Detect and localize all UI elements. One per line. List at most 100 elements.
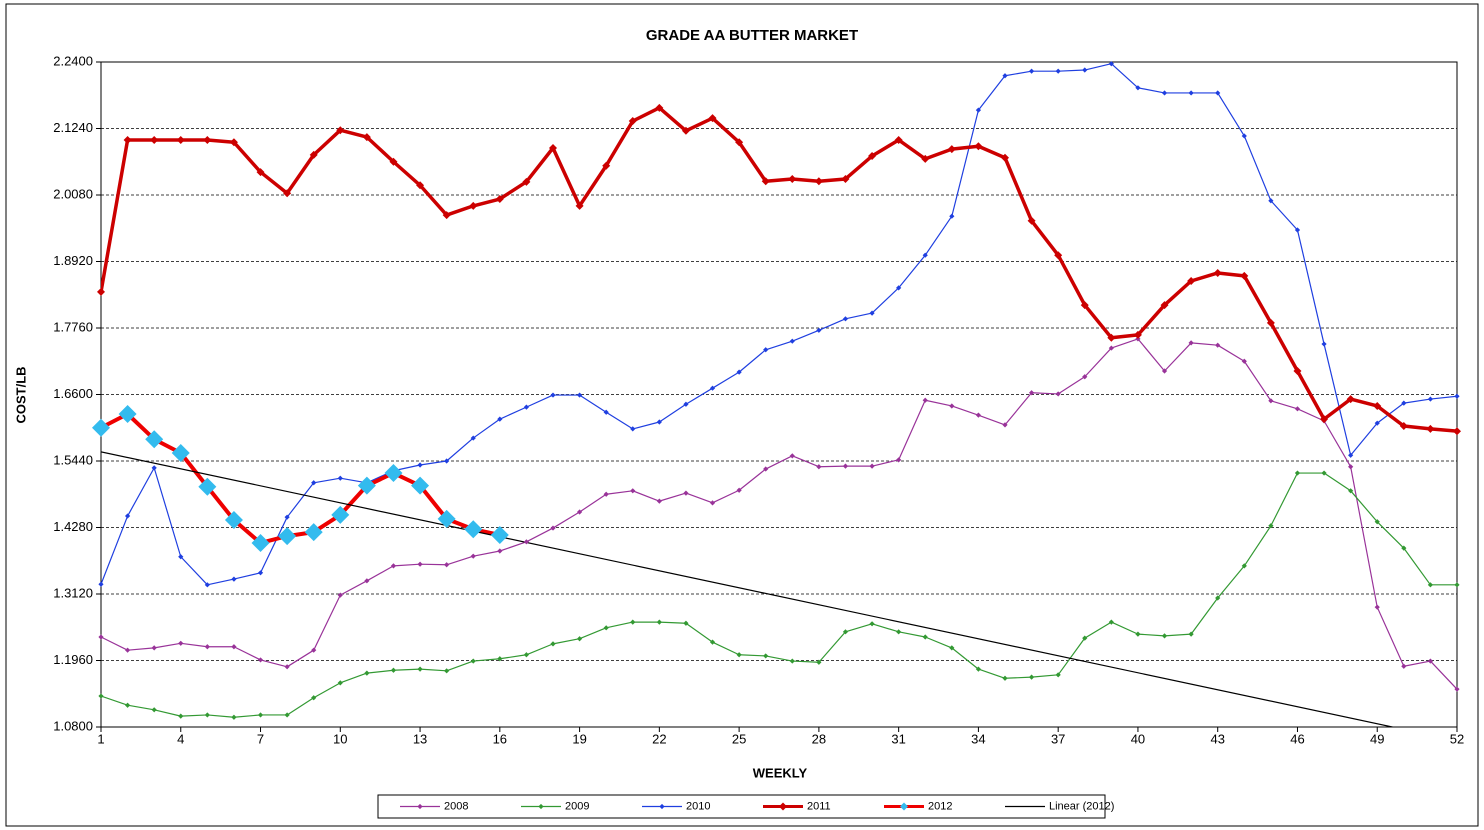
point bbox=[417, 666, 423, 672]
point bbox=[1401, 663, 1407, 669]
x-tick-label: 16 bbox=[493, 731, 507, 746]
x-tick-label: 4 bbox=[177, 731, 184, 746]
point bbox=[949, 403, 955, 409]
point bbox=[896, 629, 902, 635]
point bbox=[656, 498, 662, 504]
point bbox=[1135, 631, 1141, 637]
series-line bbox=[101, 106, 1457, 433]
legend: 2008 2009 2010 2011 2012 Linear (2012) bbox=[400, 800, 1114, 812]
point bbox=[1399, 422, 1408, 431]
point bbox=[1453, 427, 1461, 436]
y-tick-label: 1.5440 bbox=[53, 452, 93, 467]
point bbox=[464, 520, 483, 539]
point bbox=[364, 578, 370, 584]
point bbox=[337, 475, 343, 481]
y-tick-label: 2.2400 bbox=[53, 53, 93, 68]
point bbox=[284, 514, 290, 520]
point bbox=[1266, 318, 1275, 327]
point bbox=[709, 385, 716, 391]
x-tick-label: 19 bbox=[572, 731, 586, 746]
point bbox=[257, 712, 264, 718]
point bbox=[257, 570, 264, 576]
x-tick-label: 31 bbox=[891, 731, 905, 746]
point bbox=[523, 404, 530, 410]
point bbox=[816, 464, 822, 470]
point bbox=[1268, 198, 1274, 204]
point bbox=[231, 576, 237, 582]
point bbox=[444, 668, 450, 674]
point bbox=[444, 458, 450, 464]
point bbox=[550, 525, 556, 531]
point bbox=[336, 126, 345, 135]
point bbox=[1241, 358, 1247, 364]
x-tick-label: 34 bbox=[971, 731, 985, 746]
point bbox=[869, 621, 875, 627]
y-axis-title: COST/LB bbox=[13, 366, 28, 423]
point bbox=[203, 135, 212, 144]
point bbox=[709, 639, 716, 645]
point bbox=[896, 457, 902, 463]
point bbox=[469, 201, 478, 210]
point bbox=[151, 707, 157, 713]
point bbox=[204, 644, 210, 650]
point bbox=[1215, 90, 1221, 96]
point bbox=[1188, 90, 1194, 96]
point bbox=[816, 659, 822, 665]
point bbox=[1241, 133, 1247, 139]
point bbox=[337, 592, 343, 598]
point bbox=[575, 201, 584, 210]
point bbox=[656, 619, 662, 625]
legend-label: Linear (2012) bbox=[1049, 800, 1114, 812]
point bbox=[949, 213, 955, 219]
point bbox=[204, 582, 210, 588]
point bbox=[841, 174, 850, 183]
point bbox=[736, 369, 742, 375]
point bbox=[869, 463, 875, 469]
point bbox=[1001, 153, 1009, 162]
point bbox=[630, 488, 636, 494]
point bbox=[1427, 396, 1434, 402]
x-tick-label: 46 bbox=[1290, 731, 1304, 746]
point bbox=[1028, 674, 1035, 680]
point bbox=[1293, 366, 1302, 375]
point bbox=[331, 505, 350, 524]
point bbox=[656, 419, 662, 425]
point bbox=[1002, 675, 1008, 681]
point bbox=[789, 453, 795, 459]
y-tick-label: 1.1960 bbox=[53, 652, 93, 667]
point bbox=[1427, 658, 1434, 664]
point bbox=[603, 409, 609, 415]
y-tick-label: 2.0080 bbox=[53, 186, 93, 201]
point bbox=[869, 310, 875, 316]
point bbox=[1082, 635, 1088, 641]
point bbox=[1294, 406, 1301, 412]
point bbox=[98, 581, 104, 587]
x-tick-label: 43 bbox=[1210, 731, 1224, 746]
point bbox=[1294, 227, 1301, 233]
point bbox=[735, 138, 744, 147]
x-tick-label: 40 bbox=[1131, 731, 1145, 746]
point bbox=[896, 285, 902, 291]
point bbox=[1027, 216, 1036, 225]
point bbox=[470, 658, 476, 664]
point bbox=[257, 657, 264, 663]
legend-marker bbox=[779, 802, 787, 811]
point bbox=[118, 404, 137, 423]
point bbox=[1188, 631, 1194, 637]
point bbox=[894, 135, 903, 144]
point bbox=[789, 338, 795, 344]
point bbox=[549, 143, 557, 152]
point bbox=[708, 114, 717, 123]
point bbox=[628, 117, 637, 126]
x-tick-label: 25 bbox=[732, 731, 746, 746]
point bbox=[922, 397, 928, 403]
point bbox=[630, 619, 636, 625]
point bbox=[1133, 330, 1142, 339]
point bbox=[1401, 400, 1407, 406]
x-tick-label: 13 bbox=[413, 731, 427, 746]
grid: 1.0800 1.1960 1.3120 1.4280 1.5440 1.6600 1.77… bbox=[53, 53, 1464, 746]
series-line bbox=[101, 411, 501, 545]
point bbox=[975, 107, 982, 113]
point bbox=[709, 500, 716, 506]
